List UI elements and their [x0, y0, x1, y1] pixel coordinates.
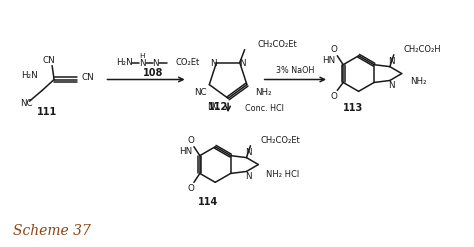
Text: Scheme 37: Scheme 37 — [12, 224, 91, 238]
Text: 114: 114 — [198, 197, 219, 207]
Text: N: N — [210, 59, 217, 68]
Text: HN: HN — [322, 56, 335, 65]
Text: CO₂Et: CO₂Et — [176, 58, 200, 67]
Text: CH₂CO₂Et: CH₂CO₂Et — [257, 40, 297, 49]
Text: N: N — [245, 148, 252, 157]
Text: 113: 113 — [343, 103, 363, 113]
Text: NC: NC — [20, 99, 33, 108]
Text: 3% NaOH: 3% NaOH — [276, 66, 315, 75]
Text: NH₂: NH₂ — [255, 88, 272, 97]
Text: CH₂CO₂Et: CH₂CO₂Et — [260, 136, 300, 145]
Text: O: O — [188, 136, 194, 145]
Text: 108: 108 — [143, 68, 163, 78]
Text: 111: 111 — [37, 107, 57, 117]
Text: O: O — [331, 92, 338, 101]
Text: NH₂: NH₂ — [410, 77, 426, 86]
Text: N: N — [139, 59, 146, 68]
Text: O: O — [188, 184, 194, 193]
Text: HN: HN — [179, 147, 192, 156]
Text: 112: 112 — [208, 102, 228, 112]
Text: N: N — [152, 59, 158, 68]
Text: CN: CN — [43, 56, 55, 65]
Text: NC: NC — [194, 88, 206, 97]
Text: NH₂ HCl: NH₂ HCl — [266, 170, 300, 179]
Text: Conc. HCl: Conc. HCl — [245, 104, 284, 113]
Text: NC: NC — [208, 102, 220, 111]
Text: CN: CN — [82, 73, 94, 82]
Text: O: O — [331, 45, 338, 54]
Text: CH₂CO₂H: CH₂CO₂H — [404, 45, 441, 54]
Text: N: N — [389, 81, 395, 90]
Text: H: H — [139, 53, 145, 59]
Text: N: N — [245, 172, 252, 181]
Text: H₂N: H₂N — [21, 71, 37, 80]
Text: N: N — [239, 59, 246, 68]
Text: N: N — [389, 57, 395, 66]
Text: H₂N: H₂N — [116, 58, 133, 67]
